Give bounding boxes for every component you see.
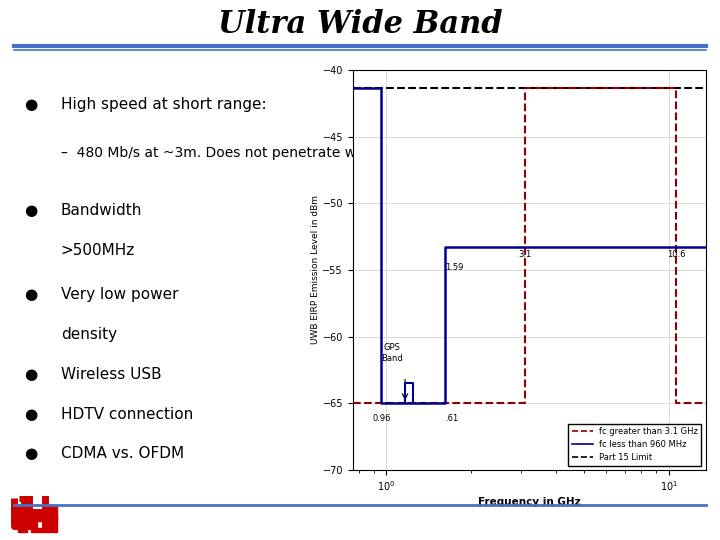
Bar	[37, 528, 47, 531]
Text: ●: ●	[24, 287, 37, 302]
Bar	[17, 515, 57, 522]
Text: Ultra Wide Band: Ultra Wide Band	[217, 9, 503, 40]
Text: High speed at short range:: High speed at short range:	[60, 97, 266, 112]
Text: ●: ●	[24, 407, 37, 422]
Bar	[30, 513, 37, 531]
Text: 0.96: 0.96	[372, 414, 391, 423]
Text: density: density	[60, 327, 117, 342]
X-axis label: Frequency in GHz: Frequency in GHz	[478, 497, 580, 508]
Text: Wireless USB: Wireless USB	[60, 367, 161, 382]
Text: 1.59: 1.59	[445, 264, 463, 272]
Text: Very low power: Very low power	[60, 287, 179, 302]
Text: CDMA vs. OFDM: CDMA vs. OFDM	[60, 447, 184, 461]
Text: –  480 Mb/s at ~3m. Does not penetrate walls: – 480 Mb/s at ~3m. Does not penetrate wa…	[60, 146, 379, 160]
Text: HDTV connection: HDTV connection	[60, 407, 193, 422]
Y-axis label: UWB EIRP Emission Level in dBm: UWB EIRP Emission Level in dBm	[310, 195, 320, 345]
Text: Bandwidth: Bandwidth	[60, 203, 142, 218]
Text: >500MHz: >500MHz	[60, 242, 135, 258]
Text: .61: .61	[445, 414, 458, 423]
Text: ●: ●	[24, 367, 37, 382]
Text: 3.1: 3.1	[518, 250, 532, 259]
Text: ●: ●	[24, 203, 37, 218]
Text: 10.6: 10.6	[667, 250, 685, 259]
Text: ●: ●	[24, 447, 37, 461]
Text: ●: ●	[24, 97, 37, 112]
Bar	[47, 505, 57, 531]
Legend: fc greater than 3.1 GHz, fc less than 960 MHz, Part 15 Limit: fc greater than 3.1 GHz, fc less than 96…	[568, 424, 701, 465]
Bar	[17, 505, 27, 531]
Text: GPS
Band: GPS Band	[382, 343, 403, 363]
